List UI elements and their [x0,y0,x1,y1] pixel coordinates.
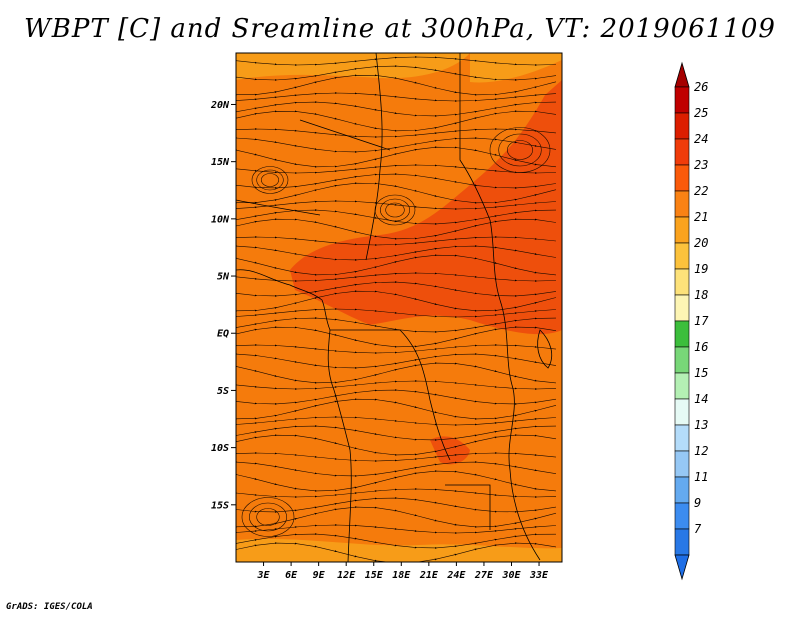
streamline-vortex [241,497,295,537]
streamline [236,254,557,276]
colorbar-swatch [674,190,690,218]
lat-tick-label: 10N [211,214,230,225]
streamline [236,272,557,282]
latitude-axis: 20N 15N 10N 5N EQ 5S 10S 15S [210,100,236,511]
colorbar-swatch [674,528,690,556]
colorbar-swatch [674,242,690,270]
lon-tick-label: 12E [337,570,356,581]
streamline-vortex [256,508,280,526]
lon-tick-label: 33E [529,570,549,581]
plot-area [236,53,562,562]
lon-tick-label: 24E [446,570,466,581]
lon-tick-label: 18E [392,570,411,581]
streamline [236,344,557,354]
lat-tick-label: 5N [217,272,230,283]
streamline [236,128,557,138]
colorbar-label: 20 [694,236,708,250]
colorbar-label: 9 [694,496,701,510]
lon-tick-label: 30E [501,570,521,581]
streamlines [236,56,557,562]
streamline [236,362,557,384]
streamline [236,380,557,390]
colorbar-label: 7 [694,522,702,536]
colorbar-bottom-arrow [674,554,690,581]
colorbar-swatch [674,216,690,244]
colorbar-swatch [674,164,690,192]
colorbar-label: 18 [694,288,708,302]
colorbar-swatch [674,450,690,478]
map-title: WBPT [C] and Sreamline at 300hPa, VT: 20… [24,14,776,44]
colorbar-label: 11 [694,470,708,484]
colorbar-label: 22 [694,184,708,198]
lon-tick-label: 3E [257,570,271,581]
lat-tick-label: 20N [210,100,230,111]
longitude-axis: 3E 6E 9E 12E 15E 18E 21E 24E 27E 30E 33E [257,562,549,581]
streamline-vortex [256,169,284,191]
lat-tick-label: 10S [211,443,229,454]
colorbar-label: 26 [694,80,708,94]
lon-tick-label: 21E [419,570,439,581]
streamline [236,416,557,426]
lat-tick-label: 5S [217,386,229,397]
colorbar-label: 23 [694,158,708,172]
streamline [236,200,557,210]
streamline [236,92,557,102]
colorbar-swatch [674,398,690,426]
colorbar-swatch [674,372,690,400]
colorbar-swatch [674,476,690,504]
lon-tick-label: 6E [285,570,298,581]
streamline-vortex [385,202,405,218]
colorbar-swatch [674,268,690,296]
colorbar-swatch [674,424,690,452]
colorbar-label: 21 [694,210,708,224]
colorbar-label: 16 [694,340,708,354]
colorbar-swatch [674,138,690,166]
colorbar-swatch [674,294,690,322]
lat-tick-label: 15N [211,157,230,168]
streamline [236,452,557,462]
colorbar-label: 17 [694,314,709,328]
colorbar-swatch [674,320,690,348]
footer-credit: GrADS: IGES/COLA [6,602,93,612]
lon-tick-label: 15E [365,570,384,581]
colorbar-label: 15 [694,366,708,380]
streamline-vortex [507,140,533,160]
colorbar-label: 13 [694,418,708,432]
color-bar: 26 25 24 23 22 21 20 19 18 17 16 15 14 13 12 11 9 7 [674,61,709,581]
streamline [236,524,557,534]
streamline-vortex [251,166,289,194]
streamline [236,488,557,498]
streamline-vortex [489,127,551,173]
colorbar-label: 14 [694,392,708,406]
colorbar-swatch [674,346,690,374]
streamline [236,56,557,66]
lat-tick-label: EQ [217,329,229,340]
streamline-vortex [261,173,279,187]
streamline [236,470,557,492]
streamline-vortex [498,133,542,167]
streamline [236,236,557,246]
streamline [236,164,557,174]
streamline [236,146,557,168]
plot-frame [235,52,563,563]
lon-tick-label: 27E [474,570,494,581]
coastline-borders [236,53,553,562]
lon-tick-label: 9E [313,570,326,581]
streamline [236,308,557,318]
colorbar-swatch [674,502,690,530]
colorbar-label: 19 [694,262,708,276]
colorbar-swatch [674,86,690,114]
colorbar-label: 24 [694,132,708,146]
lat-tick-label: 15S [211,500,229,511]
streamline-vortex [380,198,410,222]
colorbar-label: 12 [694,444,708,458]
colorbar-label: 25 [694,106,708,120]
colorbar-top-arrow [674,61,690,88]
streamline-vortex [249,502,287,532]
colorbar-swatch [674,112,690,140]
